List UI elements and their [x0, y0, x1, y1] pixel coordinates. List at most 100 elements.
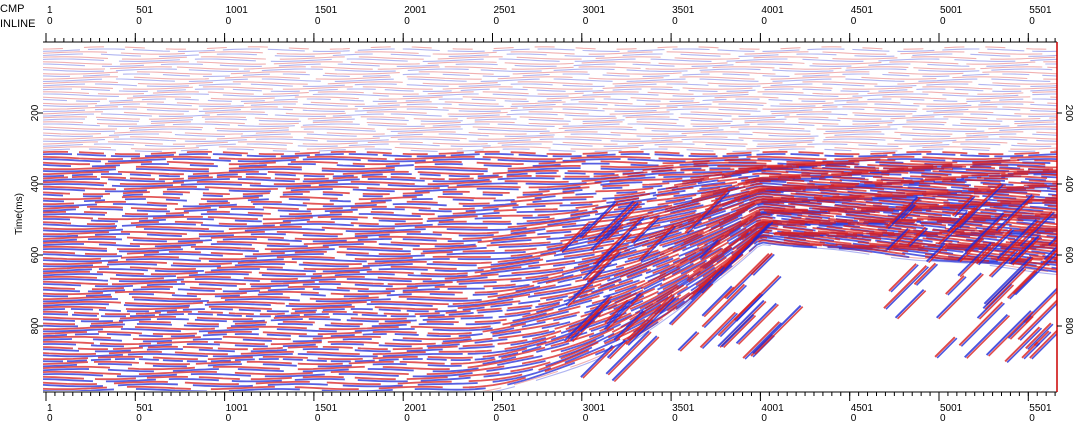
reflector [43, 81, 1057, 85]
dipping-event [1019, 302, 1057, 341]
dipping-event [1027, 323, 1054, 350]
dipping-event [984, 268, 1027, 310]
reflector [43, 113, 1057, 117]
reflector [43, 48, 1057, 52]
reflector [43, 155, 1057, 161]
dipping-event [978, 229, 1015, 266]
dipping-event [1025, 322, 1052, 350]
top-cmp-tick-label: 1001 [226, 5, 249, 16]
reflector [43, 116, 1057, 120]
dipping-event [701, 257, 739, 294]
dipping-event [605, 330, 650, 375]
dipping-event [699, 239, 719, 259]
dipping-event [595, 201, 637, 243]
dipping-event [888, 263, 917, 292]
top-inline-tick-label: 0 [1029, 16, 1035, 27]
reflector [43, 211, 1057, 316]
dipping-event [720, 313, 755, 348]
dipping-event [603, 292, 642, 330]
dipping-event [596, 217, 645, 266]
dipping-event [934, 336, 956, 358]
dipping-event [563, 294, 611, 342]
dipping-event [1045, 248, 1057, 261]
bottom-inline-tick-label: 0 [851, 413, 857, 424]
reflector [43, 208, 1057, 298]
dipping-event [723, 315, 757, 349]
reflector [43, 210, 1057, 311]
reflector [43, 180, 1057, 223]
reflector [43, 138, 1057, 142]
dipping-event [978, 284, 1015, 320]
bottom-cmp-tick-label: 2501 [494, 403, 517, 414]
top-inline-tick-label: 0 [315, 16, 321, 27]
dipping-event [717, 292, 762, 337]
reflector [43, 188, 1057, 251]
reflector [43, 146, 1057, 150]
reflector [43, 177, 1057, 216]
dipping-event [966, 315, 1010, 359]
reflector [43, 167, 1057, 191]
reflector [43, 133, 1057, 137]
reflector [43, 182, 1057, 231]
dipping-event [688, 265, 724, 300]
reflector [43, 203, 1057, 291]
reflector [43, 228, 1057, 358]
dipping-event [589, 251, 622, 284]
dipping-event [752, 253, 775, 276]
bottom-cmp-tick-label: 3501 [672, 403, 695, 414]
dipping-event [946, 211, 968, 233]
dipping-event [613, 309, 645, 341]
dipping-event [581, 202, 619, 239]
dipping-event [679, 332, 700, 352]
dipping-event [1006, 269, 1036, 299]
reflector [43, 213, 1057, 321]
bottom-inline-tick-label: 0 [494, 413, 500, 424]
dipping-event [995, 193, 1033, 232]
dipping-event [960, 302, 1005, 347]
right-time-tick-label: 400 [1063, 176, 1074, 193]
top-cmp-tick-label: 1501 [315, 5, 338, 16]
dipping-event [959, 183, 1004, 229]
reflector [43, 192, 1057, 261]
reflector [43, 225, 1057, 353]
reflector [43, 185, 1057, 236]
dipping-event [684, 189, 729, 234]
dipping-event [615, 311, 646, 342]
dipping-event [733, 221, 774, 263]
reflector [43, 143, 1057, 147]
dipping-event [906, 226, 927, 247]
dipping-event [1009, 270, 1038, 300]
dipping-event [630, 215, 659, 244]
reflector [43, 233, 1057, 381]
reflector [43, 96, 1057, 100]
dipping-event [632, 217, 661, 245]
dipping-event [1004, 326, 1041, 363]
reflector [43, 76, 1057, 80]
dipping-event [626, 293, 674, 340]
dipping-event [990, 250, 1019, 278]
dipping-event [671, 283, 714, 326]
left-time-tick-label: 400 [30, 175, 41, 192]
reflector [43, 231, 1057, 371]
dipping-event [896, 290, 927, 320]
reflector [43, 131, 1057, 135]
dipping-event [936, 337, 958, 359]
dipping-event [887, 203, 914, 230]
reflector [43, 190, 1057, 256]
dipping-event [1031, 332, 1057, 360]
dipping-event [964, 313, 1009, 359]
dipping-event [1025, 290, 1057, 324]
cmp-label: CMP [0, 3, 24, 15]
reflector [43, 174, 1057, 203]
dipping-event [1012, 236, 1042, 266]
reflector [43, 205, 1057, 293]
bottom-cmp-tick-label: 5001 [940, 403, 963, 414]
dipping-event [998, 220, 1040, 261]
dipping-event [717, 299, 765, 348]
dipping-event [569, 311, 600, 342]
dipping-event [752, 222, 771, 241]
dipping-event [742, 321, 781, 359]
bottom-cmp-tick-label: 2001 [404, 403, 427, 414]
top-inline-tick-label: 0 [226, 16, 232, 27]
